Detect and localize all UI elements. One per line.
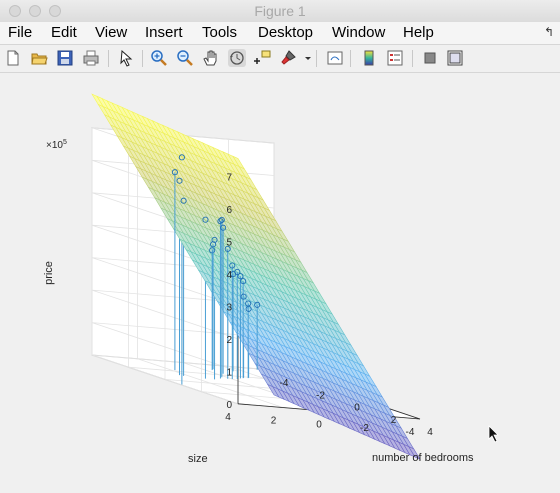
new-figure-icon[interactable] (4, 49, 22, 67)
menu-window[interactable]: Window (332, 24, 386, 41)
menu-tools[interactable]: Tools (202, 24, 238, 41)
price-tick-label: 6 (226, 205, 232, 216)
size-tick-label: 0 (316, 419, 322, 430)
data-point-marker (176, 177, 183, 184)
close-window-button[interactable] (9, 5, 21, 17)
bedroom-tick-label: -2 (316, 390, 325, 401)
data-point-marker (171, 169, 178, 176)
brush-icon[interactable] (279, 49, 297, 67)
x-axis-label: size (188, 453, 208, 465)
data-point-marker (180, 197, 187, 204)
size-tick-label: -2 (360, 423, 369, 434)
toolbar-separator (142, 50, 143, 67)
data-point-marker (209, 247, 216, 254)
insert-colorbar-icon[interactable] (360, 49, 378, 67)
size-tick-label: 4 (225, 412, 231, 423)
print-icon[interactable] (82, 49, 100, 67)
toolbar-separator (316, 50, 317, 67)
edit-plot-arrow-icon[interactable] (117, 49, 135, 67)
menu-desktop[interactable]: Desktop (258, 24, 314, 41)
bedroom-tick-label: 4 (427, 427, 433, 438)
figure-toolbar (0, 45, 560, 73)
data-point-marker (240, 293, 247, 300)
menu-bar: File Edit View Insert Tools Desktop Wind… (0, 22, 560, 45)
floor-gridline (137, 358, 284, 408)
data-point-marker (224, 245, 231, 252)
data-point-marker (240, 278, 247, 285)
price-tick-label: 2 (226, 335, 232, 346)
price-tick-label: 3 (226, 302, 232, 313)
brush-dropdown-icon[interactable] (299, 49, 311, 67)
hide-plot-tools-icon[interactable] (421, 49, 439, 67)
regression-surface[interactable] (91, 93, 421, 460)
plot-area[interactable]: 4 2 0 -2 -4 4 2 0 -2 -4 0 1 2 3 4 5 6 7 price size number… (0, 73, 560, 493)
bedroom-tick-label: 0 (354, 403, 360, 414)
data-point-marker (210, 241, 217, 248)
toolbar-separator (350, 50, 351, 67)
title-bar: Figure 1 (0, 0, 560, 23)
size-tick-label: 2 (271, 416, 277, 427)
data-point-marker (178, 154, 185, 161)
stems-front (171, 154, 261, 380)
z-axis-label: price (43, 261, 55, 285)
zoom-window-button[interactable] (49, 5, 61, 17)
menu-help[interactable]: Help (403, 24, 434, 41)
link-plot-icon[interactable] (326, 49, 344, 67)
menu-insert[interactable]: Insert (145, 24, 183, 41)
save-icon[interactable] (56, 49, 74, 67)
zoom-out-icon[interactable] (176, 49, 194, 67)
arrow-curl-icon[interactable]: ↰ (543, 25, 554, 39)
price-tick-label: 0 (226, 400, 232, 411)
price-tick-label: 5 (226, 238, 232, 249)
rotate-3d-icon[interactable] (228, 49, 246, 67)
zoom-in-icon[interactable] (150, 49, 168, 67)
data-point-marker (218, 216, 225, 223)
menu-file[interactable]: File (8, 24, 33, 41)
bedroom-tick-label: -4 (280, 378, 289, 389)
z-exponent-label: ×105 (46, 139, 67, 151)
price-tick-label: 4 (226, 270, 232, 281)
surface-patch (407, 445, 421, 460)
menu-view[interactable]: View (95, 24, 128, 41)
data-point-marker (245, 305, 252, 312)
pan-hand-icon[interactable] (202, 49, 220, 67)
price-tick-label: 7 (226, 173, 232, 184)
y-axis-label: number of bedrooms (372, 452, 474, 464)
insert-legend-icon[interactable] (386, 49, 404, 67)
data-point-marker (254, 301, 261, 308)
data-point-marker (217, 218, 224, 225)
data-point-marker (220, 224, 227, 231)
open-file-icon[interactable] (30, 49, 48, 67)
data-point-marker (237, 273, 244, 280)
toolbar-separator (412, 50, 413, 67)
data-cursor-icon[interactable] (254, 49, 272, 67)
toolbar-separator (108, 50, 109, 67)
price-tick-label: 1 (226, 367, 232, 378)
data-point-marker (202, 216, 209, 223)
bedroom-tick-label: 2 (391, 415, 397, 426)
data-point-marker (229, 262, 236, 269)
mouse-cursor-icon (488, 425, 499, 443)
floor-gridline (91, 354, 239, 405)
menu-edit[interactable]: Edit (51, 24, 77, 41)
minimize-window-button[interactable] (29, 5, 41, 17)
size-tick-label: -4 (406, 427, 415, 438)
window-title: Figure 1 (254, 3, 306, 19)
show-plot-tools-icon[interactable] (446, 49, 464, 67)
data-point-marker (230, 270, 237, 278)
